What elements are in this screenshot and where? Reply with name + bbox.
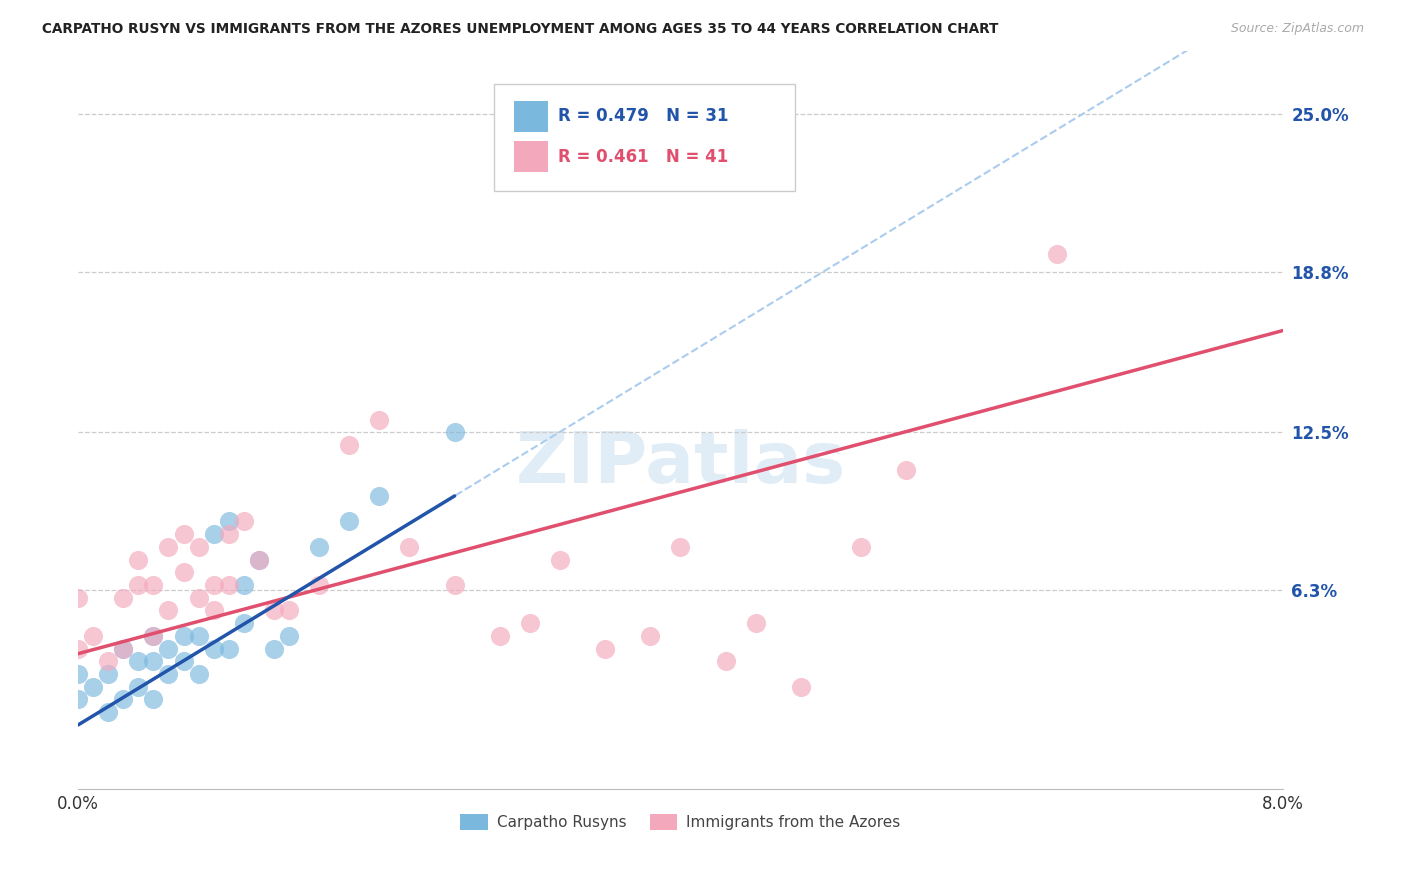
Point [187, 667, 209, 681]
Point [247, 552, 270, 566]
Point [187, 591, 209, 605]
Point [142, 654, 165, 668]
Point [232, 616, 254, 631]
Point [202, 527, 225, 541]
Point [173, 527, 195, 541]
Point [112, 591, 135, 605]
Point [745, 616, 768, 631]
Point [790, 680, 813, 694]
Point [593, 641, 616, 656]
Point [112, 692, 135, 706]
Point [97, 705, 120, 719]
Point [173, 566, 195, 580]
Point [337, 515, 360, 529]
Point [263, 603, 285, 617]
Point [308, 540, 330, 554]
Point [218, 578, 240, 592]
Text: R = 0.479   N = 31: R = 0.479 N = 31 [558, 107, 728, 126]
Text: CARPATHO RUSYN VS IMMIGRANTS FROM THE AZORES UNEMPLOYMENT AMONG AGES 35 TO 44 YE: CARPATHO RUSYN VS IMMIGRANTS FROM THE AZ… [42, 22, 998, 37]
Point [263, 641, 285, 656]
Point [67, 692, 90, 706]
Point [142, 629, 165, 643]
Point [157, 641, 180, 656]
Point [218, 527, 240, 541]
Point [669, 540, 692, 554]
Point [97, 667, 120, 681]
Point [232, 578, 254, 592]
Point [112, 641, 135, 656]
Point [851, 540, 873, 554]
Point [142, 692, 165, 706]
Point [97, 654, 120, 668]
Point [218, 641, 240, 656]
Point [896, 463, 918, 477]
Point [173, 654, 195, 668]
FancyBboxPatch shape [515, 101, 548, 132]
Point [202, 603, 225, 617]
Point [443, 578, 465, 592]
Point [714, 654, 737, 668]
Point [278, 603, 301, 617]
Point [127, 654, 149, 668]
Point [82, 680, 104, 694]
Point [247, 552, 270, 566]
Point [142, 578, 165, 592]
Point [519, 616, 541, 631]
Point [142, 629, 165, 643]
Point [127, 578, 149, 592]
Point [368, 412, 391, 426]
Point [368, 489, 391, 503]
Point [127, 680, 149, 694]
Point [398, 540, 420, 554]
Point [232, 515, 254, 529]
Point [82, 629, 104, 643]
Point [202, 578, 225, 592]
Text: Source: ZipAtlas.com: Source: ZipAtlas.com [1230, 22, 1364, 36]
Point [187, 629, 209, 643]
Point [157, 603, 180, 617]
Point [548, 552, 571, 566]
Point [157, 540, 180, 554]
Point [278, 629, 301, 643]
Point [202, 641, 225, 656]
Point [112, 641, 135, 656]
Point [157, 667, 180, 681]
Point [443, 425, 465, 440]
Text: ZIPatlas: ZIPatlas [516, 429, 845, 499]
Legend: Carpatho Rusyns, Immigrants from the Azores: Carpatho Rusyns, Immigrants from the Azo… [454, 808, 907, 836]
Point [1046, 247, 1069, 261]
Point [308, 578, 330, 592]
Point [337, 438, 360, 452]
FancyBboxPatch shape [494, 84, 794, 191]
Point [488, 629, 510, 643]
Point [640, 629, 662, 643]
Point [67, 667, 90, 681]
FancyBboxPatch shape [515, 142, 548, 172]
Text: R = 0.461   N = 41: R = 0.461 N = 41 [558, 148, 728, 166]
Point [67, 641, 90, 656]
Point [218, 515, 240, 529]
Point [187, 540, 209, 554]
Point [127, 552, 149, 566]
Point [173, 629, 195, 643]
Point [67, 591, 90, 605]
